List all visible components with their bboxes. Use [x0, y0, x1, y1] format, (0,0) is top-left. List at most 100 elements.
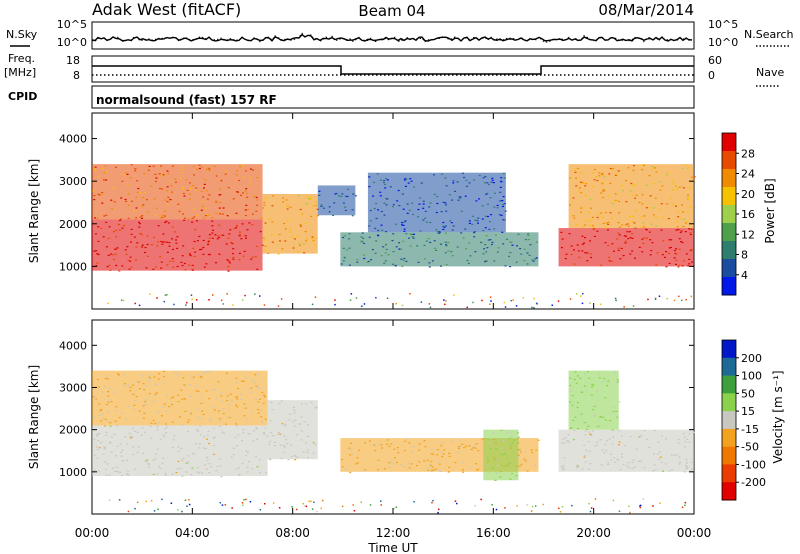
- scatter-point: [100, 227, 103, 229]
- colorbar-tick-label: 28: [741, 147, 755, 160]
- scatter-point: [97, 386, 100, 388]
- y-tick-label: 3000: [59, 175, 87, 188]
- scatter-point: [292, 406, 295, 408]
- scatter-point: [102, 179, 105, 181]
- scatter-point: [181, 398, 184, 400]
- scatter-point: [670, 454, 673, 456]
- scatter-point: [463, 176, 466, 179]
- scatter-point: [241, 380, 243, 382]
- scatter-point: [467, 262, 470, 264]
- scatter-point: [221, 213, 224, 215]
- scatter-point: [255, 196, 258, 198]
- scatter-point: [601, 183, 604, 185]
- scatter-point: [219, 213, 221, 215]
- scatter-point: [620, 247, 623, 250]
- scatter-point: [150, 244, 153, 246]
- scatter-region-fill: [262, 193, 318, 254]
- scatter-point: [111, 208, 114, 210]
- scatter-point: [680, 230, 683, 232]
- scatter-point: [503, 203, 506, 205]
- scatter-point: [214, 234, 217, 236]
- noise-point: [580, 295, 582, 297]
- scatter-point: [584, 220, 587, 222]
- scatter-point: [166, 426, 169, 428]
- noise-point: [429, 306, 432, 309]
- scatter-point: [682, 433, 685, 435]
- scatter-point: [219, 419, 222, 422]
- scatter-point: [484, 176, 487, 178]
- scatter-point: [602, 416, 605, 418]
- scatter-point: [442, 228, 445, 230]
- scatter-point: [149, 378, 151, 380]
- scatter-point: [633, 466, 636, 468]
- scatter-point: [115, 229, 118, 231]
- colorbar-tick-label: 8: [741, 249, 748, 262]
- scatter-point: [412, 237, 415, 239]
- scatter-point: [468, 222, 471, 224]
- scatter-point: [690, 249, 693, 251]
- scatter-point: [140, 233, 143, 236]
- scatter-point: [465, 185, 468, 187]
- scatter-point: [616, 458, 619, 460]
- scatter-point: [102, 236, 105, 238]
- scatter-point: [403, 257, 406, 260]
- scatter-point: [645, 237, 648, 239]
- scatter-point: [317, 215, 320, 217]
- scatter-point: [228, 214, 231, 216]
- scatter-point: [350, 449, 353, 451]
- noise-point: [352, 504, 354, 506]
- scatter-point: [128, 432, 131, 434]
- scatter-point: [582, 421, 585, 423]
- noise-point: [512, 299, 514, 301]
- scatter-point: [187, 430, 190, 433]
- scatter-point: [115, 455, 117, 457]
- scatter-point: [502, 196, 505, 198]
- noise-point: [454, 500, 457, 502]
- scatter-point: [363, 469, 366, 472]
- scatter-point: [242, 176, 245, 178]
- scatter-point: [526, 263, 529, 265]
- noise-point: [690, 295, 693, 298]
- noise-point: [259, 509, 262, 511]
- scatter-point: [413, 233, 416, 235]
- scatter-point: [607, 256, 610, 258]
- scatter-point: [445, 185, 448, 187]
- scatter-point: [116, 445, 119, 447]
- scatter-point: [404, 440, 407, 442]
- scatter-point: [445, 204, 448, 206]
- scatter-point: [459, 445, 462, 447]
- scatter-point: [218, 253, 221, 255]
- scatter-point: [383, 468, 386, 470]
- scatter-point: [285, 438, 288, 441]
- scatter-point: [205, 263, 208, 265]
- scatter-point: [240, 194, 242, 196]
- time-axis: 00:00 04:00 08:00 12:00 16:00 20:00 00:00: [75, 113, 711, 540]
- scatter-point: [105, 434, 108, 436]
- scatter-point: [104, 378, 107, 380]
- scatter-point: [445, 245, 448, 247]
- noise-point: [589, 510, 592, 513]
- noise-point: [153, 510, 156, 512]
- scatter-point: [418, 449, 421, 451]
- scatter-point: [618, 401, 621, 403]
- scatter-point: [244, 214, 247, 217]
- scatter-point: [307, 449, 310, 451]
- scatter-point: [348, 447, 351, 449]
- scatter-point: [590, 434, 593, 437]
- scatter-point: [346, 195, 349, 198]
- scatter-point: [682, 225, 685, 228]
- scatter-point: [222, 408, 225, 410]
- scatter-point: [122, 173, 125, 176]
- scatter-point: [448, 452, 451, 454]
- scatter-point: [219, 202, 222, 204]
- scatter-point: [407, 463, 410, 465]
- scatter-point: [120, 412, 123, 415]
- scatter-point: [510, 445, 513, 447]
- noise-point: [122, 299, 125, 302]
- scatter-point: [469, 255, 472, 257]
- colorbar-swatch: [722, 482, 736, 501]
- scatter-point: [423, 440, 426, 442]
- scatter-point: [93, 469, 96, 471]
- scatter-point: [187, 461, 190, 463]
- scatter-point: [282, 201, 285, 203]
